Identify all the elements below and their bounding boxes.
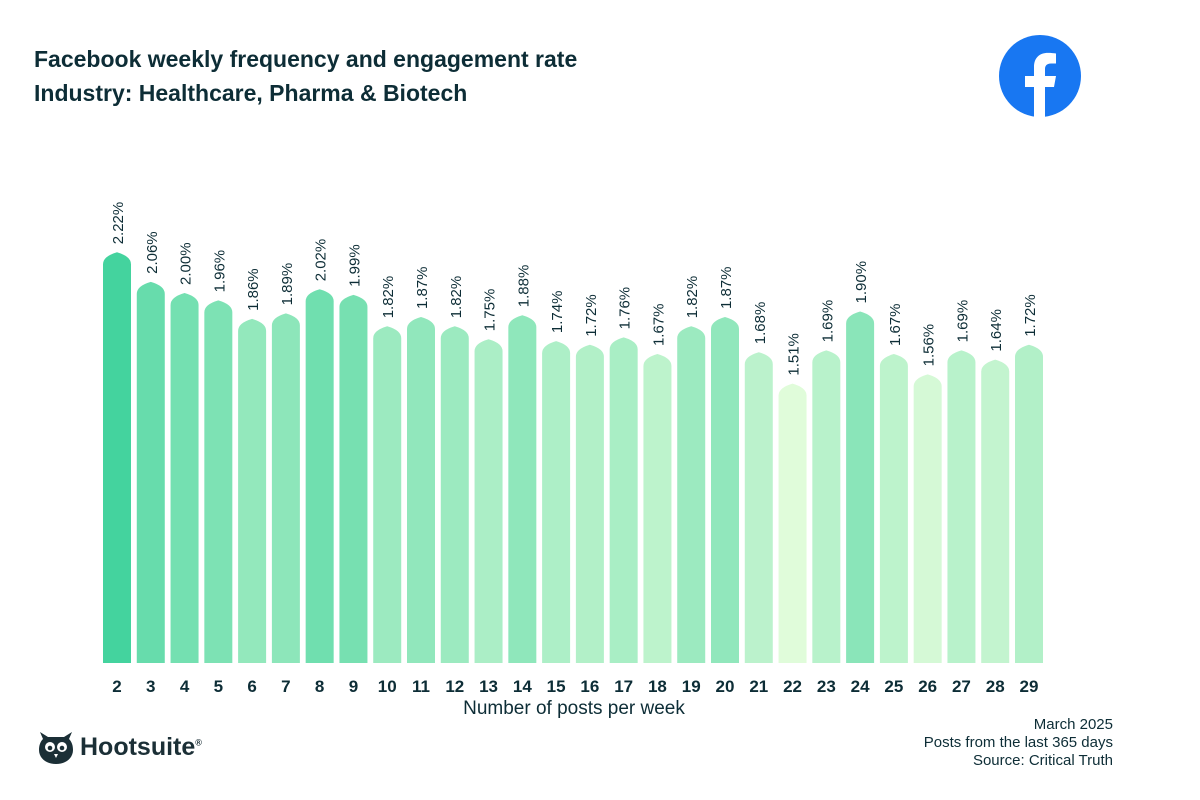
x-tick-label: 20: [716, 677, 735, 696]
x-tick-label: 22: [783, 677, 802, 696]
bar-18: [643, 354, 672, 663]
bar-27: [947, 350, 976, 663]
bar-24: [846, 311, 875, 663]
x-tick-label: 9: [349, 677, 358, 696]
x-tick-label: 11: [412, 677, 430, 696]
bar-14: [508, 315, 537, 663]
hootsuite-owl-icon: [39, 732, 73, 764]
data-label: 2.02%: [313, 239, 330, 282]
bar-26: [913, 374, 942, 663]
data-label: 1.67%: [887, 304, 904, 347]
footer-notes: March 2025 Posts from the last 365 days …: [924, 716, 1113, 770]
x-tick-label: 6: [247, 677, 256, 696]
data-label: 1.90%: [853, 261, 870, 304]
data-label: 1.87%: [718, 267, 735, 310]
data-label: 1.99%: [346, 244, 363, 287]
data-label: 1.82%: [684, 276, 701, 319]
bar-19: [677, 326, 706, 663]
x-axis-label: Number of posts per week: [463, 698, 685, 719]
bar-13: [474, 339, 503, 663]
bar-23: [812, 350, 841, 663]
chart-subtitle: Industry: Healthcare, Pharma & Biotech: [34, 80, 468, 106]
bar-8: [305, 289, 334, 663]
bar-21: [744, 352, 773, 663]
x-tick-label: 17: [614, 677, 633, 696]
data-label: 2.00%: [178, 242, 195, 285]
facebook-logo-icon: [999, 35, 1081, 117]
bar-17: [609, 337, 638, 663]
data-label: 1.96%: [211, 250, 228, 293]
data-label: 1.74%: [549, 291, 566, 334]
bar-4: [170, 293, 199, 663]
data-label: 1.67%: [650, 304, 667, 347]
data-label: 2.06%: [144, 231, 161, 274]
x-tick-label: 7: [281, 677, 290, 696]
hootsuite-wordmark: Hootsuite®: [80, 732, 202, 761]
bar-9: [339, 294, 368, 663]
x-tick-label: 21: [749, 677, 768, 696]
bar-2: [103, 252, 131, 664]
x-tick-label: 13: [479, 677, 498, 696]
bar-3: [136, 281, 165, 663]
bar-12: [440, 326, 469, 663]
x-tick-label: 16: [580, 677, 599, 696]
data-label: 1.56%: [921, 324, 938, 367]
data-label: 1.89%: [279, 263, 296, 306]
x-tick-label: 8: [315, 677, 324, 696]
x-tick-label: 15: [547, 677, 566, 696]
x-tick-label: 4: [180, 677, 190, 696]
data-label: 1.87%: [414, 267, 431, 310]
x-tick-label: 18: [648, 677, 667, 696]
x-tick-label: 3: [146, 677, 155, 696]
footer-source: Source: Critical Truth: [972, 752, 1113, 769]
x-tick-label: 26: [918, 677, 937, 696]
footer-range: Posts from the last 365 days: [923, 734, 1113, 751]
data-label: 1.86%: [245, 268, 262, 311]
x-tick-label: 5: [214, 677, 223, 696]
data-label: 1.69%: [819, 300, 836, 343]
data-label: 1.72%: [1022, 294, 1039, 337]
brand-name: Hootsuite: [80, 732, 196, 761]
x-tick-label: 29: [1020, 677, 1039, 696]
x-tick-label: 23: [817, 677, 836, 696]
x-tick-label: 27: [952, 677, 971, 696]
data-label: 2.22%: [110, 202, 127, 245]
x-tick-label: 2: [112, 677, 121, 696]
bar-20: [711, 317, 739, 663]
data-label: 1.82%: [380, 276, 397, 319]
footer-date: March 2025: [1033, 716, 1113, 733]
x-tick-label: 28: [986, 677, 1005, 696]
data-label: 1.69%: [954, 300, 971, 343]
bar-15: [542, 341, 571, 663]
data-label: 1.82%: [448, 276, 465, 319]
x-tick-label: 25: [884, 677, 903, 696]
x-tick-label: 14: [513, 677, 532, 696]
data-label: 1.72%: [583, 294, 600, 337]
data-label: 1.64%: [988, 309, 1005, 352]
bar-25: [879, 354, 908, 663]
hootsuite-logo: Hootsuite®: [38, 730, 202, 764]
bar-22: [778, 383, 807, 663]
x-tick-label: 10: [378, 677, 397, 696]
bar-6: [238, 318, 267, 663]
bar-16: [575, 344, 604, 663]
data-label: 1.68%: [752, 302, 769, 345]
bar-11: [407, 317, 435, 663]
bar-7: [271, 313, 300, 663]
data-label: 1.76%: [617, 287, 634, 330]
bar-5: [204, 300, 233, 663]
x-tick-label: 12: [445, 677, 464, 696]
bar-28: [981, 359, 1010, 663]
bar-29: [1015, 344, 1043, 663]
bar-10: [373, 326, 402, 663]
x-tick-label: 19: [682, 677, 701, 696]
data-label: 1.51%: [786, 333, 803, 376]
data-label: 1.88%: [515, 265, 532, 308]
data-label: 1.75%: [482, 289, 499, 332]
x-tick-label: 24: [851, 677, 870, 696]
chart-title: Facebook weekly frequency and engagement…: [34, 46, 578, 72]
